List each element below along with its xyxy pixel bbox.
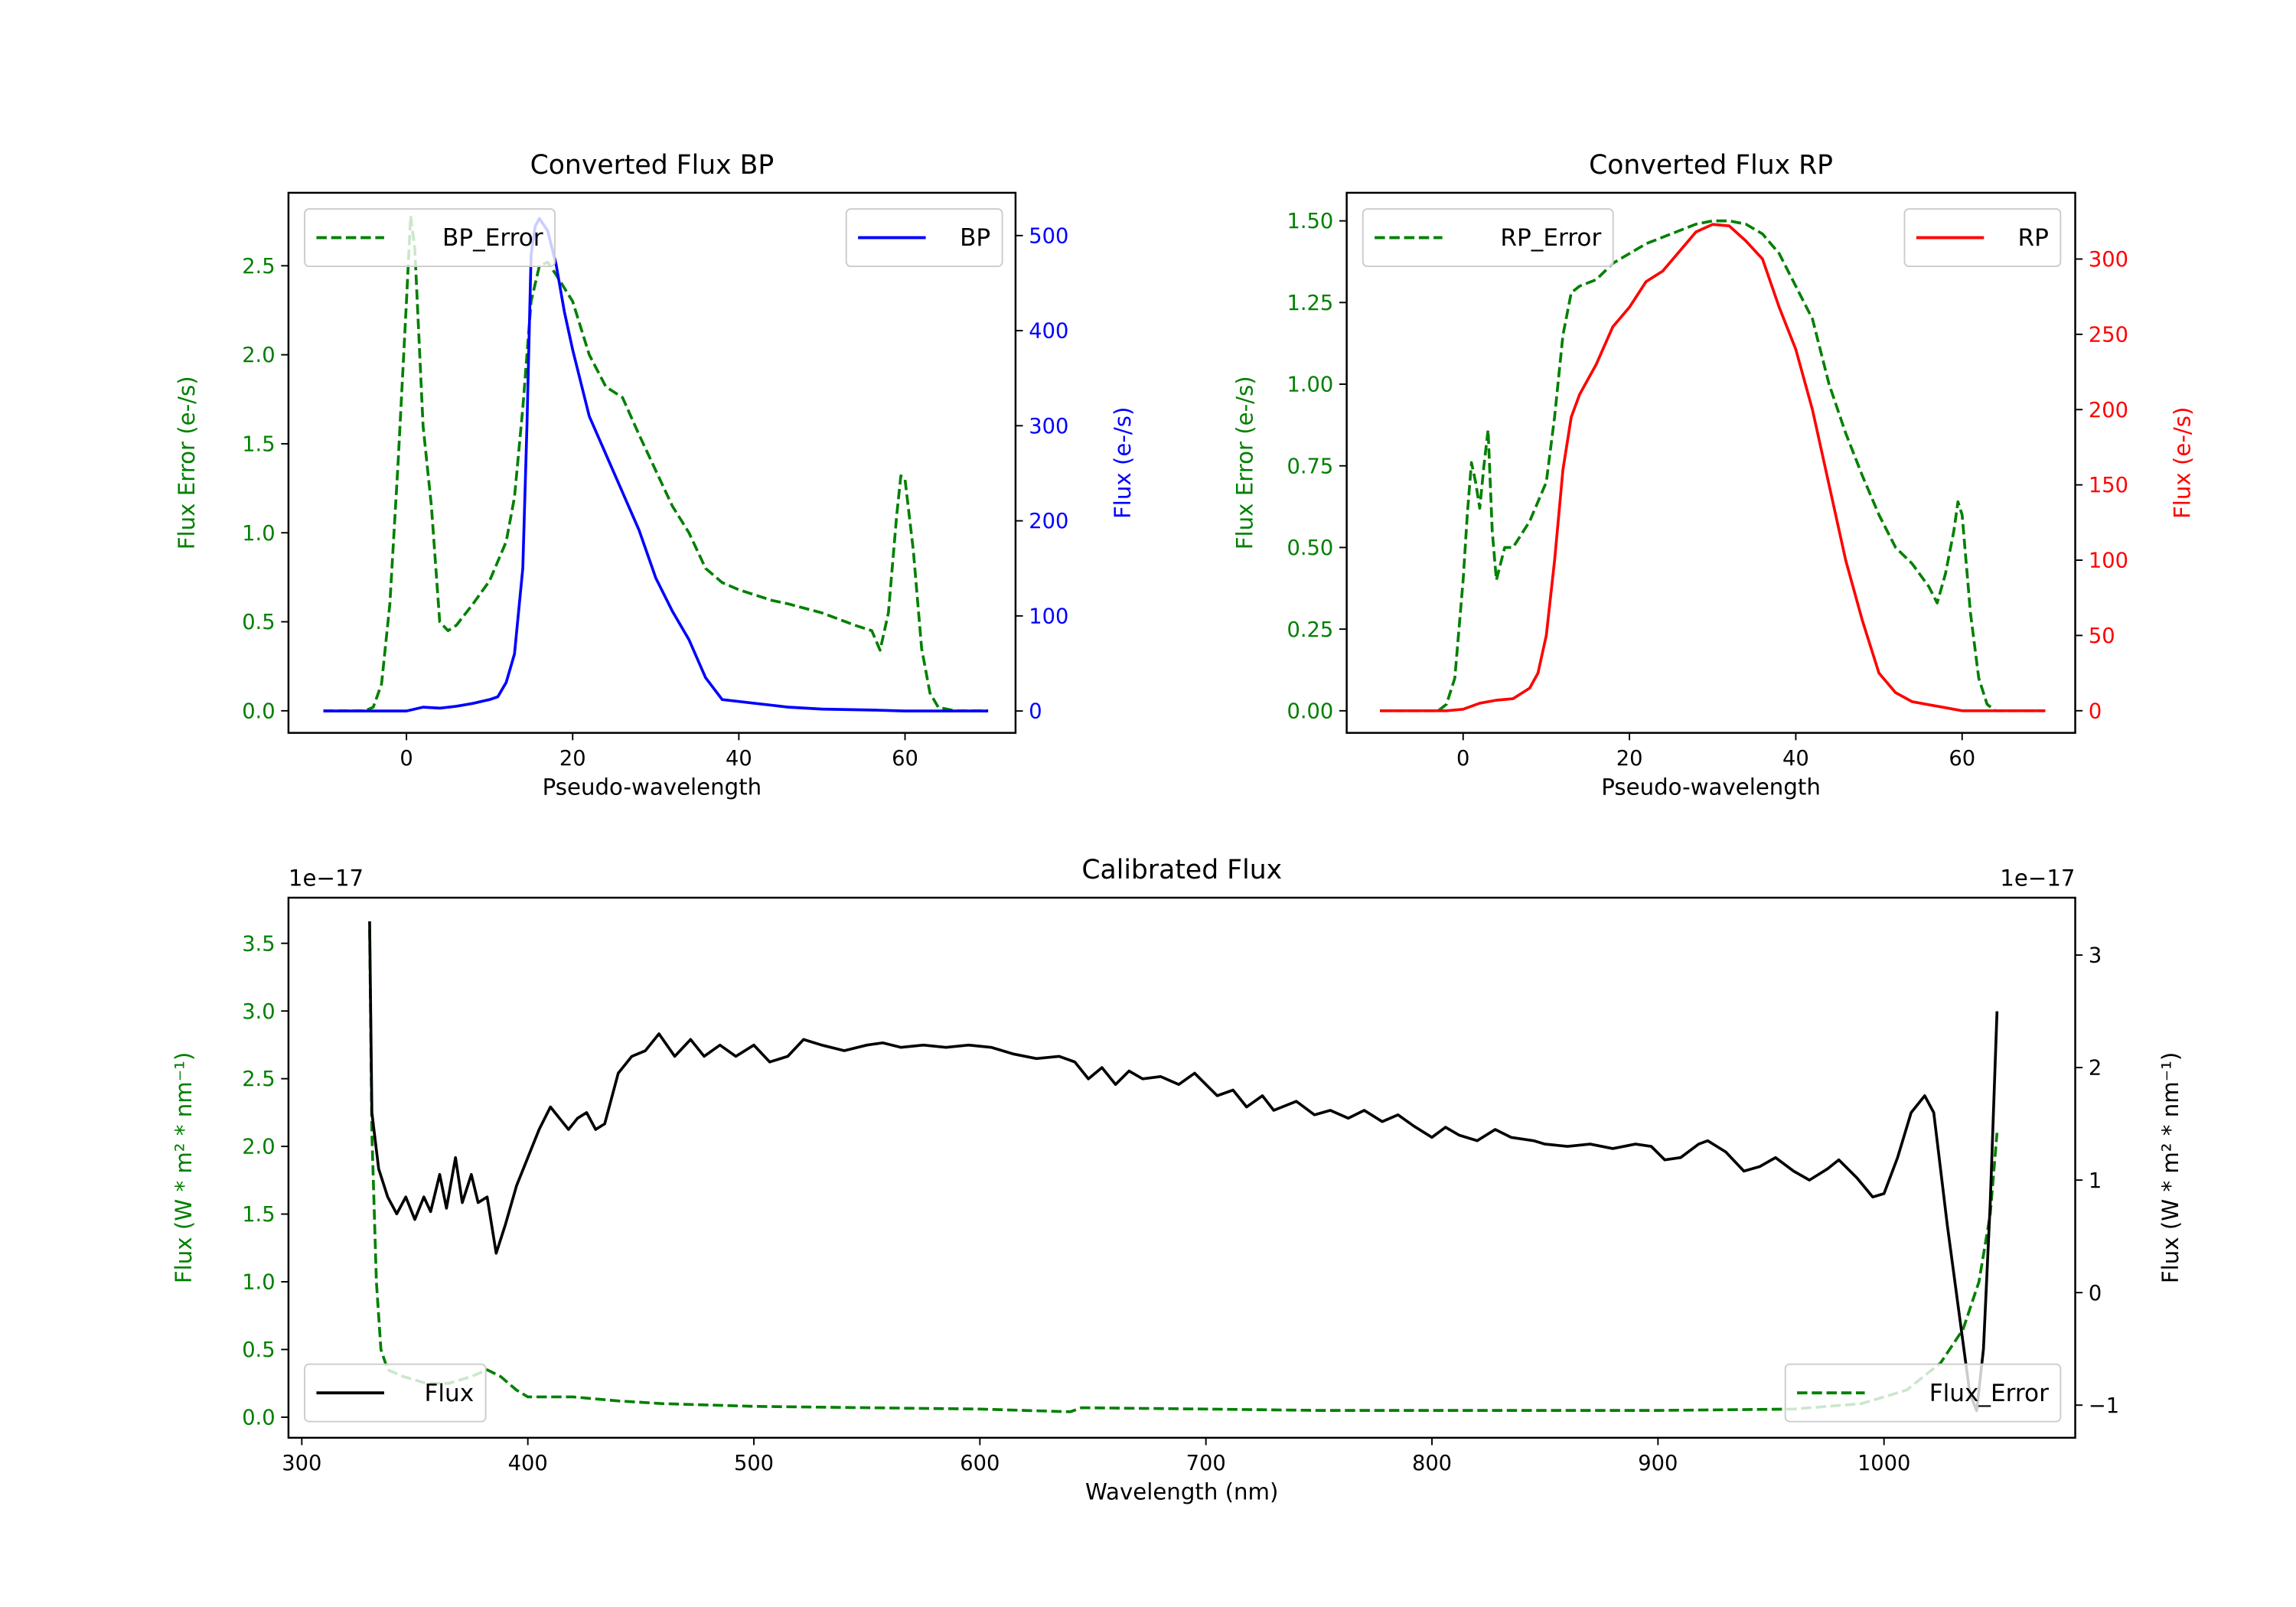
- x-tick-label: 0: [400, 747, 413, 771]
- y-tick-label-right: −1: [2089, 1394, 2119, 1418]
- y-tick-label-right: 2: [2089, 1057, 2102, 1081]
- y-tick-label-left: 0.50: [1287, 536, 1334, 560]
- y-tick-label-left: 1.5: [242, 1203, 275, 1227]
- chart-panel-2: RP_Error RP 0 20 40 60 0.00 0.25 0.50 0.75 1.00 1.2…: [1232, 150, 2196, 800]
- legend-lower-right: Flux_Error: [1784, 1363, 2062, 1423]
- legend-label: BP_Error: [442, 224, 543, 252]
- axes-frame: [287, 896, 2076, 1439]
- series-line-bp: [323, 217, 989, 712]
- y-tick-label-left: 2.5: [242, 1068, 275, 1091]
- chart-title: Converted Flux BP: [530, 150, 775, 181]
- y-tick-label-right: 100: [1029, 605, 1068, 628]
- legend-label: Flux: [424, 1380, 474, 1407]
- legend-lower-left: Flux: [304, 1363, 487, 1423]
- y-tick-label-right: 3: [2089, 944, 2102, 968]
- y-tick-label-left: 2.0: [242, 344, 275, 367]
- y-tick-label-left: 2.0: [242, 1136, 275, 1159]
- x-tick-label: 1000: [1857, 1452, 1910, 1475]
- offset-label-left: 1e−17: [289, 865, 364, 892]
- chart-title: Converted Flux RP: [1589, 150, 1833, 181]
- y-axis-label-right: Flux (e-/s): [2170, 407, 2196, 519]
- series-line-flux: [368, 921, 1999, 1413]
- y-axis-label-left: Flux (W * m² * nm⁻¹): [171, 1052, 197, 1283]
- y-tick-label-left: 0.0: [242, 1407, 275, 1430]
- y-tick-label-right: 200: [2089, 399, 2128, 422]
- y-tick-label-right: 500: [1029, 224, 1068, 248]
- x-tick-label: 800: [1412, 1452, 1452, 1475]
- y-tick-label-right: 150: [2089, 474, 2128, 497]
- y-tick-label-left: 0.25: [1287, 618, 1334, 642]
- y-tick-label-right: 1: [2089, 1169, 2102, 1193]
- legend-box: [1362, 208, 1614, 268]
- y-tick-label-right: 200: [1029, 510, 1068, 533]
- chart-title: Calibrated Flux: [1081, 855, 1282, 885]
- x-tick-label: 40: [1782, 747, 1809, 771]
- x-axis-label: Pseudo-wavelength: [1601, 774, 1821, 800]
- legend-upper-left: RP_Error: [1362, 208, 1614, 268]
- y-tick-label-left: 0.5: [242, 1338, 275, 1362]
- y-tick-label-left: 0.5: [242, 611, 275, 634]
- y-tick-label-left: 1.50: [1287, 210, 1334, 233]
- x-tick-label: 0: [1456, 747, 1469, 771]
- series-line-rp: [1380, 223, 2046, 712]
- y-tick-label-left: 1.00: [1287, 373, 1334, 397]
- y-tick-label-right: 300: [1029, 415, 1068, 438]
- x-tick-label: 40: [726, 747, 752, 771]
- y-tick-label-right: 400: [1029, 320, 1068, 344]
- x-tick-label: 20: [1616, 747, 1643, 771]
- y-axis-label-left: Flux Error (e-/s): [1232, 376, 1258, 549]
- series-line-flux-error: [368, 929, 1999, 1413]
- legend-box: [304, 208, 556, 268]
- legend-upper-left: BP_Error: [304, 208, 556, 268]
- axes-frame: [287, 191, 1017, 734]
- chart-panel-3: Flux Flux_Error 300 400 500 600 700 800 900 1000 0…: [171, 855, 2183, 1505]
- x-tick-label: 20: [559, 747, 586, 771]
- y-tick-label-left: 1.0: [242, 522, 275, 546]
- y-axis-label-left: Flux Error (e-/s): [174, 376, 200, 549]
- y-tick-label-right: 250: [2089, 323, 2128, 347]
- x-axis-label: Wavelength (nm): [1085, 1479, 1278, 1505]
- legend-box: [304, 1363, 487, 1423]
- y-tick-label-left: 1.25: [1287, 292, 1334, 315]
- x-tick-label: 700: [1186, 1452, 1226, 1475]
- chart-panel-1: BP_Error BP 0 20 40 60 0.0 0.5 1.0 1.5 2.0 2.5 0 100 2…: [174, 150, 1136, 800]
- x-tick-label: 400: [508, 1452, 548, 1475]
- x-axis-label: Pseudo-wavelength: [543, 774, 762, 800]
- axes-frame: [1345, 191, 2076, 734]
- offset-label-right: 1e−17: [2000, 865, 2075, 892]
- series-line-bp-error: [323, 214, 989, 712]
- x-tick-label: 900: [1638, 1452, 1678, 1475]
- x-tick-label: 500: [734, 1452, 774, 1475]
- y-tick-label-right: 300: [2089, 248, 2128, 272]
- y-axis-label-right: Flux (e-/s): [1110, 407, 1136, 519]
- legend-box: [1784, 1363, 2062, 1423]
- series-line-rp-error: [1380, 219, 2046, 712]
- x-tick-label: 600: [960, 1452, 1000, 1475]
- y-tick-label-left: 3.5: [242, 932, 275, 956]
- y-tick-label-left: 2.5: [242, 255, 275, 279]
- y-tick-label-left: 0.0: [242, 699, 275, 723]
- legend-label: RP_Error: [1500, 224, 1601, 252]
- y-tick-label-left: 0.75: [1287, 455, 1334, 478]
- y-tick-label-left: 3.0: [242, 1000, 275, 1024]
- y-tick-label-left: 0.00: [1287, 699, 1334, 723]
- x-tick-label: 60: [892, 747, 918, 771]
- y-axis-label-right: Flux (W * m² * nm⁻¹): [2157, 1052, 2183, 1283]
- legend-label: RP: [2018, 224, 2049, 252]
- x-tick-label: 60: [1949, 747, 1975, 771]
- y-tick-label-right: 0: [1029, 700, 1042, 724]
- legend-label: Flux_Error: [1929, 1380, 2049, 1407]
- y-tick-label-right: 50: [2089, 624, 2115, 648]
- legend-upper-right: BP: [845, 208, 1003, 268]
- y-tick-label-right: 0: [2089, 1282, 2102, 1305]
- legend-upper-right: RP: [1903, 208, 2062, 268]
- y-tick-label-left: 1.5: [242, 433, 275, 457]
- y-tick-label-right: 100: [2089, 549, 2128, 573]
- legend-label: BP: [960, 224, 990, 252]
- y-tick-label-right: 0: [2089, 699, 2102, 723]
- x-tick-label: 300: [282, 1452, 321, 1475]
- y-tick-label-left: 1.0: [242, 1271, 275, 1295]
